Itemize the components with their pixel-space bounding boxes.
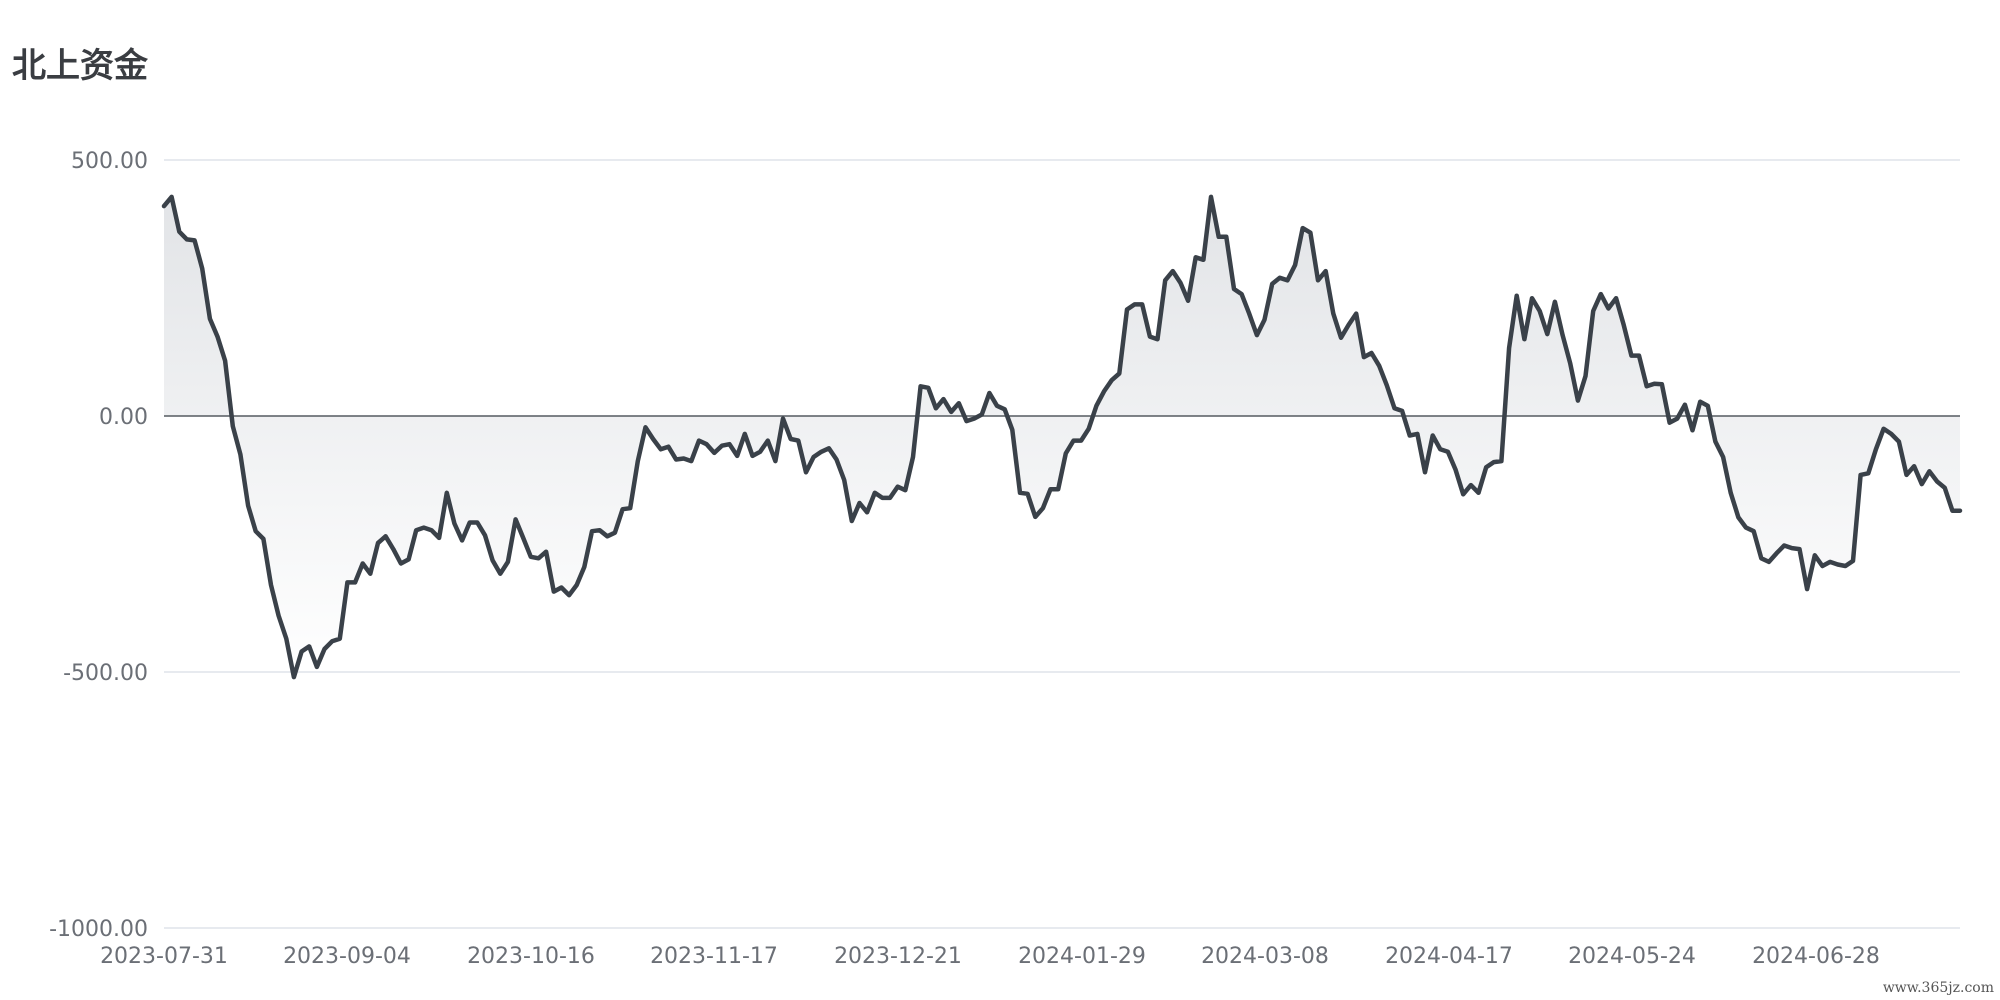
y-tick-label: -1000.00	[49, 917, 148, 942]
y-tick-label: 0.00	[99, 405, 148, 430]
x-tick-label: 2024-03-08	[1201, 944, 1329, 969]
watermark-text: www.365jz.com	[1882, 980, 1994, 996]
area-fill	[164, 196, 1960, 678]
x-tick-label: 2023-09-04	[283, 944, 411, 969]
y-tick-label: 500.00	[71, 149, 148, 174]
x-tick-label: 2023-07-31	[100, 944, 228, 969]
x-tick-label: 2024-04-17	[1385, 944, 1513, 969]
x-tick-label: 2024-05-24	[1568, 944, 1696, 969]
x-tick-label: 2024-06-28	[1752, 944, 1880, 969]
y-tick-label: -500.00	[63, 661, 148, 686]
x-tick-label: 2023-12-21	[834, 944, 962, 969]
x-tick-label: 2024-01-29	[1018, 944, 1146, 969]
chart-title: 北上资金	[12, 46, 148, 86]
x-tick-label: 2023-11-17	[650, 944, 778, 969]
x-tick-label: 2023-10-16	[467, 944, 595, 969]
series-line	[161, 194, 1963, 680]
area-layer	[161, 194, 1963, 680]
grid-layer	[164, 159, 1960, 929]
